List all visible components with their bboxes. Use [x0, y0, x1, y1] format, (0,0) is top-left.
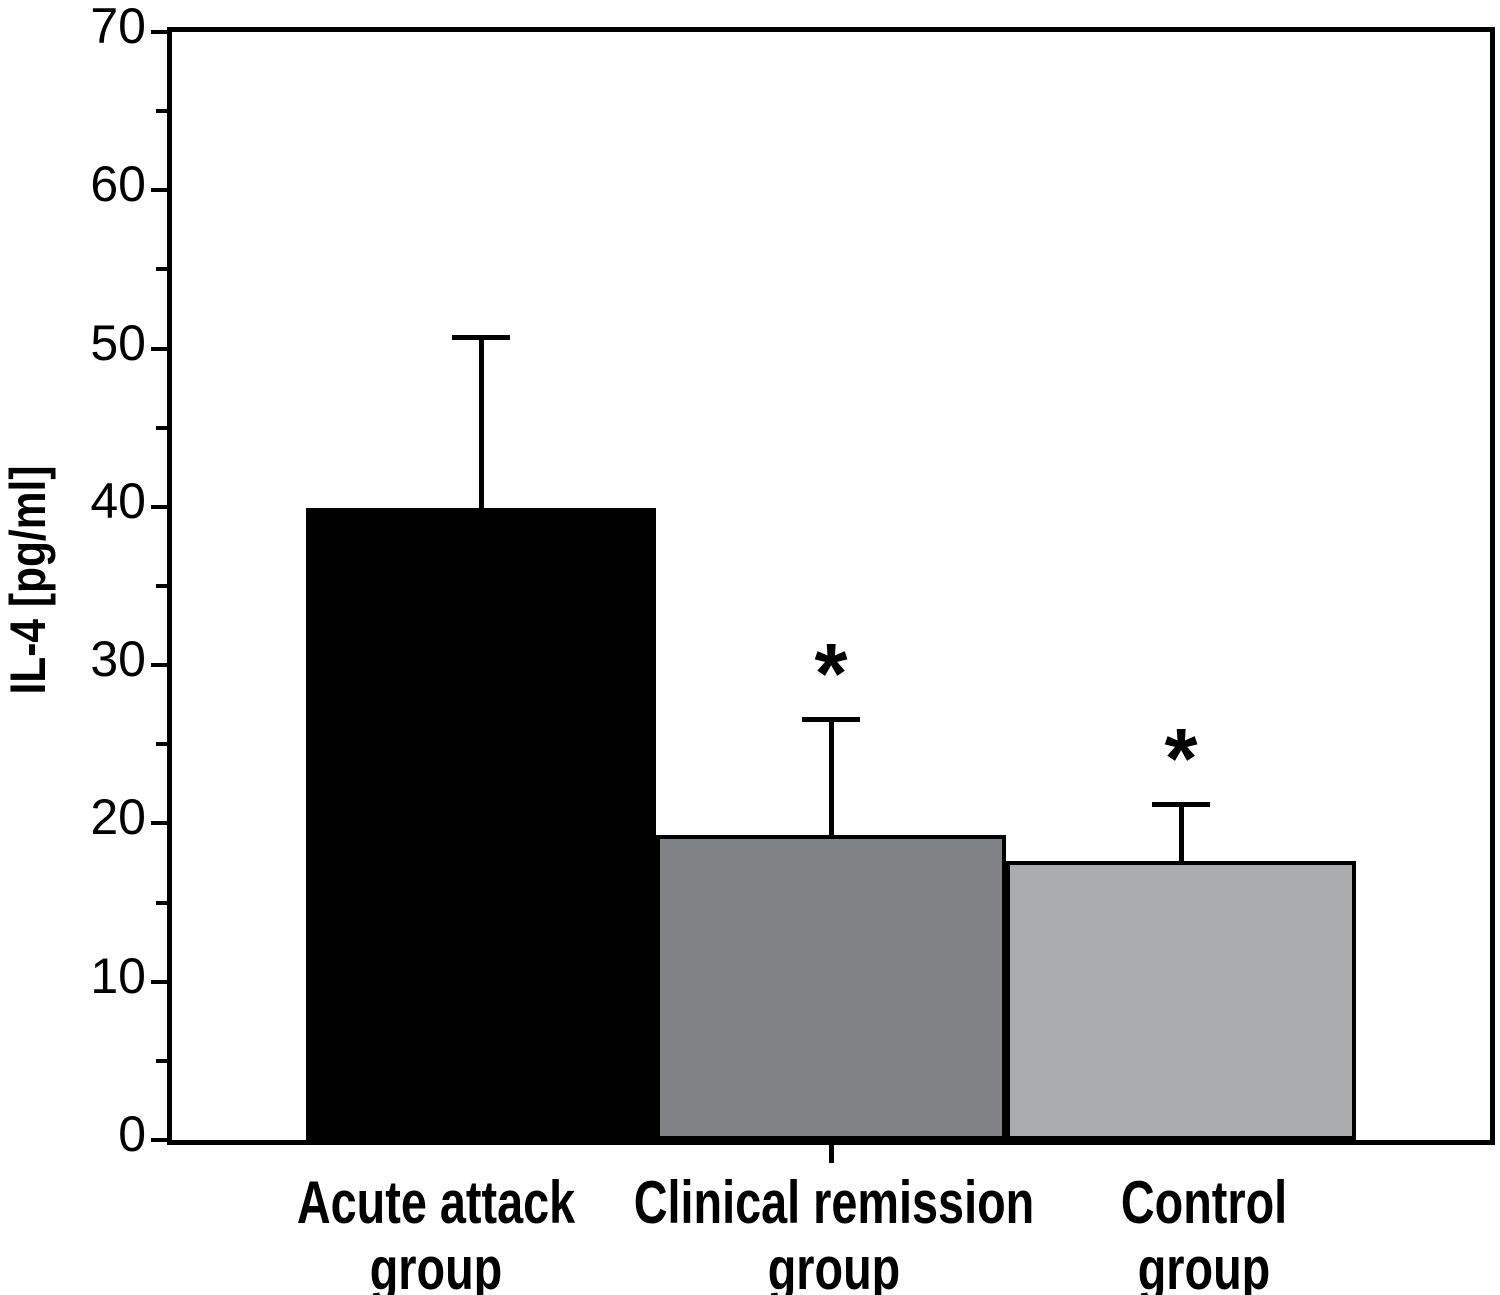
y-minor-tick [156, 584, 167, 588]
x-category-label-line: Acute attack [296, 1169, 576, 1236]
error-bar-cap-control-group [1152, 802, 1210, 808]
y-axis-label: IL-4 [pg/ml] [0, 465, 56, 695]
y-minor-tick [156, 900, 167, 905]
error-bar-cap-acute-attack-group [452, 335, 510, 341]
y-major-tick [151, 346, 167, 351]
y-major-tick [151, 821, 167, 826]
y-major-tick [151, 663, 167, 668]
y-major-tick [151, 1138, 167, 1142]
y-tick-label: 0 [118, 1106, 146, 1162]
bar-control-group [1006, 861, 1356, 1140]
x-category-label-line: group [369, 1235, 503, 1295]
x-category-label-line: group [1137, 1235, 1271, 1295]
error-bar-stem-clinical-remission-group [828, 721, 834, 835]
y-minor-tick [156, 425, 167, 430]
y-tick-label: 40 [90, 472, 146, 529]
x-category-label-line: Clinical remission [633, 1169, 1035, 1236]
significance-asterisk-control-group: * [1164, 712, 1198, 808]
y-tick-label: 30 [90, 631, 146, 688]
bar-clinical-remission-group [656, 834, 1006, 1140]
x-category-label-acute-attack-group: Acute attack group [163, 1170, 709, 1295]
y-tick-label: 70 [90, 0, 146, 54]
error-bar-cap-clinical-remission-group [802, 716, 860, 722]
significance-asterisk-clinical-remission-group: * [814, 626, 848, 722]
bar-acute-attack-group [306, 508, 656, 1140]
x-category-label-control-group: Control group [931, 1170, 1477, 1295]
error-bar-stem-control-group [1178, 807, 1184, 862]
y-tick-label: 20 [90, 789, 146, 846]
y-minor-tick [156, 267, 167, 272]
y-minor-tick [156, 1058, 167, 1063]
y-minor-tick [156, 742, 167, 747]
y-major-tick [151, 188, 167, 193]
x-axis-center-tick [828, 1143, 834, 1163]
x-category-label-line: Control [1120, 1169, 1288, 1236]
y-tick-label: 10 [90, 947, 146, 1004]
y-major-tick [151, 979, 167, 984]
y-tick-label: 60 [90, 156, 146, 213]
y-minor-tick [156, 109, 167, 114]
error-bar-stem-acute-attack-group [478, 340, 484, 509]
x-category-label-line: group [767, 1235, 901, 1295]
y-tick-label: 50 [90, 314, 146, 371]
y-major-tick [151, 30, 167, 34]
y-major-tick [151, 504, 167, 509]
x-category-label-clinical-remission-group: Clinical remission group [561, 1170, 1107, 1295]
